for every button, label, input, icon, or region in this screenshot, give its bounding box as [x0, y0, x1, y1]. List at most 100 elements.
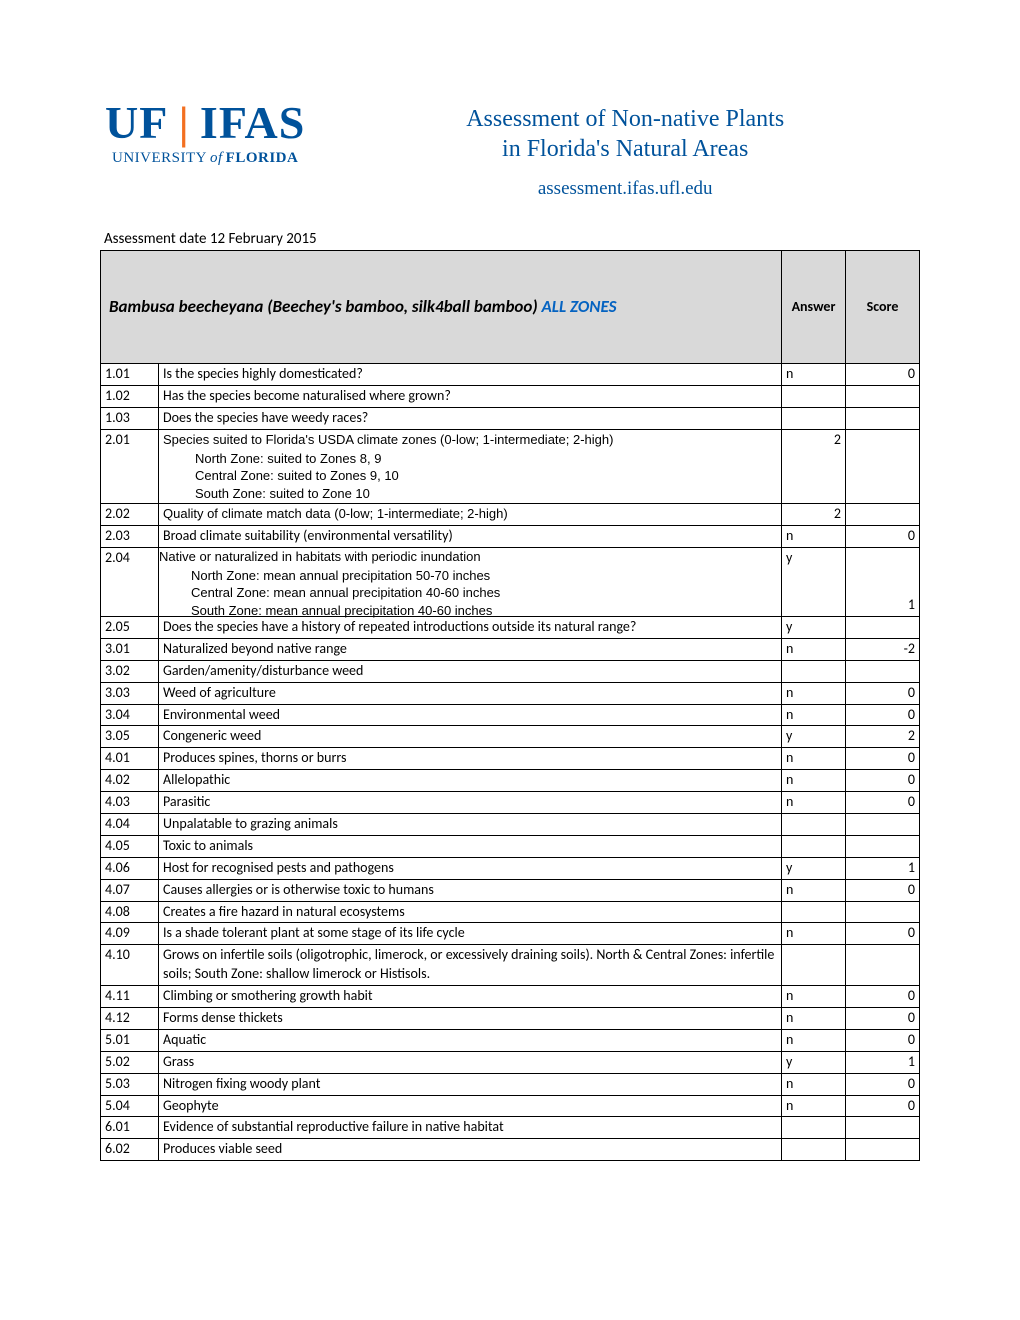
- row-score: [846, 616, 920, 638]
- row-id: 1.03: [101, 407, 159, 429]
- row-question: Is a shade tolerant plant at some stage …: [159, 923, 782, 945]
- row-id: 4.02: [101, 770, 159, 792]
- table-row: 4.07Causes allergies or is otherwise tox…: [101, 879, 920, 901]
- row-question: Evidence of substantial reproductive fai…: [159, 1117, 782, 1139]
- table-row: 5.03Nitrogen fixing woody plantn0: [101, 1073, 920, 1095]
- table-row: 3.01Naturalized beyond native rangen-2: [101, 638, 920, 660]
- row-answer: n: [782, 1008, 846, 1030]
- table-row: 4.12Forms dense thicketsn0: [101, 1008, 920, 1030]
- row-score: 0: [846, 682, 920, 704]
- row-score: 1: [846, 857, 920, 879]
- row-score: 1: [846, 547, 920, 616]
- row-answer: y: [782, 1051, 846, 1073]
- row-question: Forms dense thickets: [159, 1008, 782, 1030]
- table-row: 4.05Toxic to animals: [101, 835, 920, 857]
- row-answer: [782, 1117, 846, 1139]
- score-header: Score: [846, 251, 920, 364]
- row-answer: [782, 945, 846, 986]
- row-answer: n: [782, 923, 846, 945]
- row-answer: [782, 835, 846, 857]
- header-line2: in Florida's Natural Areas: [330, 134, 920, 164]
- row-question: Is the species highly domesticated?: [159, 364, 782, 386]
- row-answer: n: [782, 1095, 846, 1117]
- table-row: 5.04Geophyten0: [101, 1095, 920, 1117]
- uf-ifas-logo: UF | IFAS UNIVERSITY of FLORIDA: [100, 100, 310, 167]
- table-row: 2.02Quality of climate match data (0-low…: [101, 504, 920, 526]
- row-id: 2.04: [101, 547, 159, 616]
- row-id: 4.09: [101, 923, 159, 945]
- row-answer: n: [782, 792, 846, 814]
- row-answer: 2: [782, 429, 846, 504]
- row-answer: [782, 385, 846, 407]
- row-question: Toxic to animals: [159, 835, 782, 857]
- row-id: 4.12: [101, 1008, 159, 1030]
- logo-divider: |: [168, 97, 200, 148]
- row-question: Has the species become naturalised where…: [159, 385, 782, 407]
- table-row: 4.01Produces spines, thorns or burrsn0: [101, 748, 920, 770]
- row-score: [846, 504, 920, 526]
- row-score: [846, 835, 920, 857]
- row-question: Parasitic: [159, 792, 782, 814]
- row-score: 0: [846, 923, 920, 945]
- row-answer: y: [782, 547, 846, 616]
- table-row: 2.01Species suited to Florida's USDA cli…: [101, 429, 920, 504]
- row-question: Broad climate suitability (environmental…: [159, 526, 782, 548]
- row-question: Geophyte: [159, 1095, 782, 1117]
- row-answer: n: [782, 748, 846, 770]
- table-row: 4.06Host for recognised pests and pathog…: [101, 857, 920, 879]
- row-answer: n: [782, 1029, 846, 1051]
- row-id: 5.03: [101, 1073, 159, 1095]
- row-answer: n: [782, 879, 846, 901]
- row-score: 0: [846, 1073, 920, 1095]
- table-row: 5.02Grassy1: [101, 1051, 920, 1073]
- row-id: 4.01: [101, 748, 159, 770]
- row-answer: 2: [782, 504, 846, 526]
- table-row: 2.04Native or naturalized in habitats wi…: [101, 547, 920, 616]
- row-id: 1.02: [101, 385, 159, 407]
- table-row: 1.01Is the species highly domesticated?n…: [101, 364, 920, 386]
- header-line1: Assessment of Non-native Plants: [330, 104, 920, 134]
- row-answer: [782, 901, 846, 923]
- row-id: 4.03: [101, 792, 159, 814]
- row-score: [846, 429, 920, 504]
- table-row: 1.02Has the species become naturalised w…: [101, 385, 920, 407]
- logo-ifas: IFAS: [200, 97, 305, 148]
- row-answer: [782, 407, 846, 429]
- table-row: 6.01Evidence of substantial reproductive…: [101, 1117, 920, 1139]
- row-id: 3.01: [101, 638, 159, 660]
- row-question: Causes allergies or is otherwise toxic t…: [159, 879, 782, 901]
- row-score: 0: [846, 526, 920, 548]
- table-row: 2.05Does the species have a history of r…: [101, 616, 920, 638]
- table-row: 1.03Does the species have weedy races?: [101, 407, 920, 429]
- row-id: 6.01: [101, 1117, 159, 1139]
- logo-of: of: [207, 150, 226, 167]
- row-answer: n: [782, 770, 846, 792]
- row-id: 3.05: [101, 726, 159, 748]
- row-question: Environmental weed: [159, 704, 782, 726]
- row-score: 0: [846, 704, 920, 726]
- row-score: [846, 385, 920, 407]
- row-score: 2: [846, 726, 920, 748]
- row-score: [846, 901, 920, 923]
- row-answer: n: [782, 638, 846, 660]
- row-id: 5.04: [101, 1095, 159, 1117]
- row-id: 4.06: [101, 857, 159, 879]
- row-id: 5.02: [101, 1051, 159, 1073]
- row-score: 0: [846, 748, 920, 770]
- row-id: 3.04: [101, 704, 159, 726]
- row-score: 0: [846, 986, 920, 1008]
- row-question: Quality of climate match data (0-low; 1-…: [159, 504, 782, 526]
- row-answer: [782, 660, 846, 682]
- row-id: 1.01: [101, 364, 159, 386]
- table-row: 3.05Congeneric weedy2: [101, 726, 920, 748]
- table-row: 4.10Grows on infertile soils (oligotroph…: [101, 945, 920, 986]
- row-question: Weed of agriculture: [159, 682, 782, 704]
- table-row: 4.02Allelopathicn0: [101, 770, 920, 792]
- row-question: Aquatic: [159, 1029, 782, 1051]
- table-row: 4.08Creates a fire hazard in natural eco…: [101, 901, 920, 923]
- university-line: UNIVERSITY of FLORIDA: [100, 150, 310, 167]
- table-row: 4.04Unpalatable to grazing animals: [101, 814, 920, 836]
- row-id: 4.05: [101, 835, 159, 857]
- zones-link[interactable]: ALL ZONES: [542, 296, 617, 317]
- row-question: Does the species have weedy races?: [159, 407, 782, 429]
